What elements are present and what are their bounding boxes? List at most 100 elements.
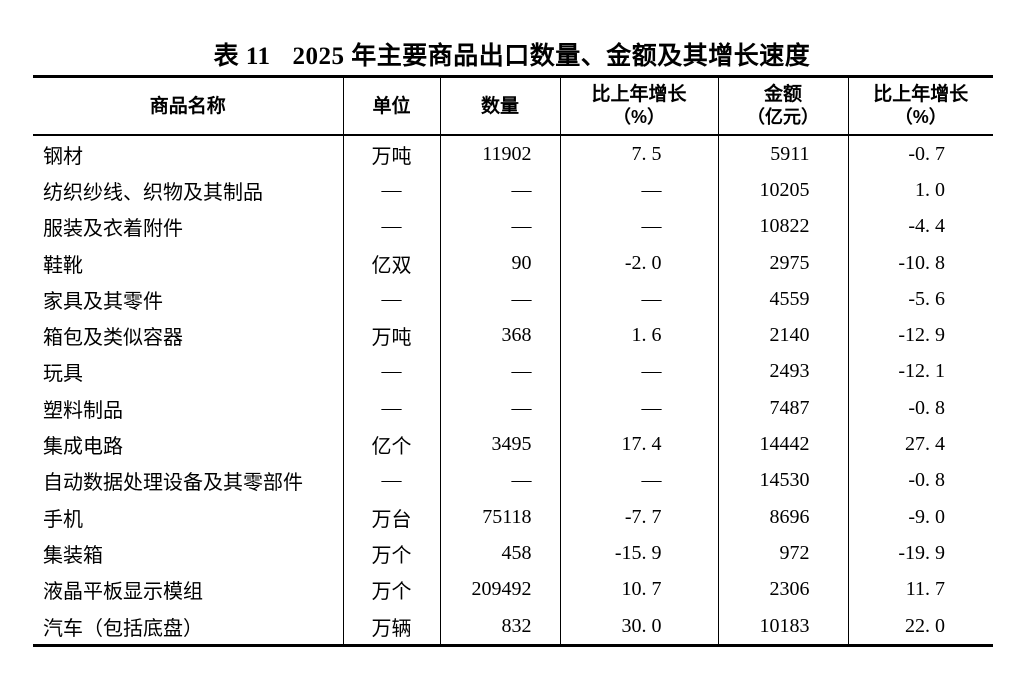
- amount-growth-cell: 1. 0: [847, 172, 993, 209]
- amount-growth-cell: -0. 8: [847, 462, 993, 499]
- table-row: 服装及衣着附件 — — —10822 -4. 4: [33, 208, 993, 245]
- header-label: 单位: [372, 95, 411, 117]
- commodity-name-cell: 塑料制品: [43, 399, 123, 422]
- amount-cell: 2493: [717, 353, 848, 391]
- header-amount-growth: 比上年增长 （%）: [847, 76, 993, 136]
- export-commodities-table: 商品名称 单位 数量 比上年增长 （%） 金额 （亿元） 比上年增长: [33, 75, 993, 648]
- amount-cell: 8696: [717, 498, 848, 536]
- unit-cell: —: [342, 462, 440, 499]
- header-label: 数量: [480, 95, 519, 117]
- header-sublabel: （%）: [894, 107, 947, 127]
- quantity-growth-cell: -7. 7: [559, 498, 718, 536]
- unit-cell: —: [342, 281, 440, 318]
- amount-cell: 10183: [717, 607, 848, 646]
- quantity-cell: 11902: [439, 135, 560, 173]
- amount-growth-cell: -0. 7: [847, 135, 993, 173]
- amount-growth-cell: 11. 7: [847, 571, 993, 608]
- quantity-cell: —: [439, 208, 560, 245]
- table-body: 钢材 万吨 11902 7. 5 5911 -0. 7 纺织纱线、织物及其制品 — — —1020…: [33, 135, 993, 646]
- amount-cell: 972: [717, 535, 848, 572]
- amount-growth-cell: -4. 4: [847, 208, 993, 245]
- commodity-name-cell: 箱包及类似容器: [43, 327, 183, 350]
- table-row: 手机 万台 75118 -7. 7 8696 -9. 0: [33, 498, 993, 536]
- unit-cell: 万吨: [342, 317, 440, 354]
- quantity-growth-cell: —: [559, 208, 718, 245]
- quantity-growth-cell: -15. 9: [559, 535, 718, 572]
- commodity-name-cell: 集成电路: [43, 436, 123, 459]
- quantity-growth-cell: 17. 4: [559, 426, 718, 463]
- header-commodity-name: 商品名称: [33, 76, 343, 136]
- commodity-name-cell: 玩具: [43, 363, 83, 386]
- unit-cell: 万吨: [342, 135, 440, 173]
- amount-growth-cell: -5. 6: [847, 281, 993, 318]
- header-label: 金额: [763, 84, 802, 105]
- table-row: 集成电路 亿个 3495 17. 4 14442 27. 4: [33, 426, 993, 463]
- header-amount: 金额 （亿元）: [717, 76, 848, 136]
- table-row: 家具及其零件 — — —4559 -5. 6: [33, 281, 993, 318]
- commodity-name-cell: 手机: [43, 508, 83, 531]
- amount-cell: 14530: [717, 462, 848, 499]
- table-header: 商品名称 单位 数量 比上年增长 （%） 金额 （亿元） 比上年增长: [33, 76, 993, 136]
- commodity-name-cell: 汽车（包括底盘）: [43, 617, 203, 640]
- quantity-cell: 458: [439, 535, 560, 572]
- commodity-name-cell: 液晶平板显示模组: [43, 581, 203, 604]
- header-sublabel: （亿元）: [747, 107, 819, 127]
- unit-cell: 万台: [342, 498, 440, 536]
- table-number: 表 11: [213, 43, 271, 70]
- quantity-cell: 368: [439, 317, 560, 354]
- quantity-growth-cell: —: [559, 462, 718, 499]
- quantity-growth-cell: —: [559, 172, 718, 209]
- commodity-name-cell: 服装及衣着附件: [43, 218, 183, 241]
- table-title: 表 11 2025 年主要商品出口数量、金额及其增长速度: [0, 36, 1024, 72]
- header-unit: 单位: [342, 76, 440, 136]
- amount-cell: 2306: [717, 571, 848, 608]
- commodity-name-cell: 家具及其零件: [43, 290, 163, 313]
- amount-growth-cell: -10. 8: [847, 244, 993, 282]
- commodity-name-cell: 集装箱: [43, 544, 103, 567]
- amount-growth-cell: -19. 9: [847, 535, 993, 572]
- quantity-cell: —: [439, 390, 560, 427]
- header-quantity: 数量: [439, 76, 560, 136]
- header-row: 商品名称 单位 数量 比上年增长 （%） 金额 （亿元） 比上年增长: [33, 76, 993, 136]
- quantity-growth-cell: —: [559, 281, 718, 318]
- amount-cell: 2975: [717, 244, 848, 282]
- amount-cell: 5911: [717, 135, 848, 173]
- unit-cell: 亿双: [342, 244, 440, 282]
- quantity-cell: —: [439, 281, 560, 318]
- table-row: 汽车（包括底盘） 万辆 832 30. 0 10183 22. 0: [33, 607, 993, 646]
- quantity-growth-cell: —: [559, 353, 718, 391]
- amount-cell: 14442: [717, 426, 848, 463]
- amount-cell: 4559: [717, 281, 848, 318]
- header-sublabel: （%）: [612, 107, 665, 127]
- header-label: 比上年增长: [591, 84, 687, 105]
- table-row: 自动数据处理设备及其零部件 — — —14530 -0. 8: [33, 462, 993, 499]
- unit-cell: —: [342, 390, 440, 427]
- table-row: 钢材 万吨 11902 7. 5 5911 -0. 7: [33, 135, 993, 173]
- table-row: 塑料制品 — — —7487 -0. 8: [33, 390, 993, 427]
- amount-cell: 10205: [717, 172, 848, 209]
- header-label: 比上年增长: [873, 84, 969, 105]
- quantity-growth-cell: -2. 0: [559, 244, 718, 282]
- amount-growth-cell: -9. 0: [847, 498, 993, 536]
- quantity-cell: —: [439, 462, 560, 499]
- amount-growth-cell: -0. 8: [847, 390, 993, 427]
- quantity-growth-cell: 30. 0: [559, 607, 718, 646]
- quantity-growth-cell: 1. 6: [559, 317, 718, 354]
- amount-growth-cell: 22. 0: [847, 607, 993, 646]
- commodity-name-cell: 鞋靴: [43, 254, 83, 277]
- commodity-name-cell: 纺织纱线、织物及其制品: [43, 181, 263, 204]
- unit-cell: 万个: [342, 535, 440, 572]
- table-row: 鞋靴 亿双 90 -2. 0 2975 -10. 8: [33, 244, 993, 282]
- amount-cell: 7487: [717, 390, 848, 427]
- unit-cell: 万个: [342, 571, 440, 608]
- unit-cell: —: [342, 353, 440, 391]
- quantity-cell: 3495: [439, 426, 560, 463]
- unit-cell: —: [342, 172, 440, 209]
- table-title-text: 2025 年主要商品出口数量、金额及其增长速度: [292, 43, 811, 70]
- quantity-growth-cell: 7. 5: [559, 135, 718, 173]
- table-row: 玩具 — — —2493 -12. 1: [33, 353, 993, 391]
- quantity-growth-cell: 10. 7: [559, 571, 718, 608]
- amount-growth-cell: -12. 1: [847, 353, 993, 391]
- unit-cell: —: [342, 208, 440, 245]
